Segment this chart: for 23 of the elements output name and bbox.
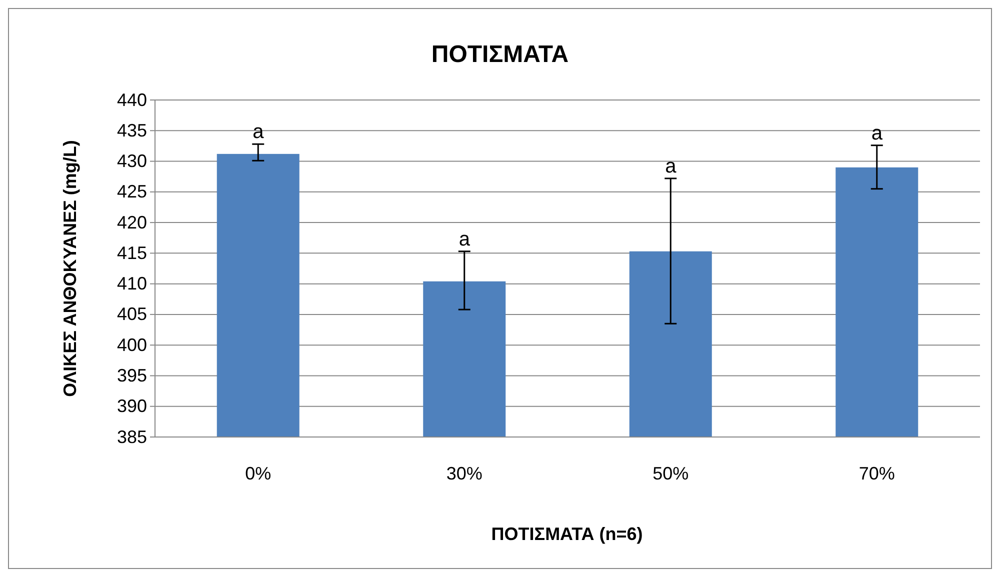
y-tick-label: 405	[116, 304, 147, 324]
annotation: a	[871, 122, 884, 144]
annotation: a	[252, 121, 265, 144]
y-tick-label: 430	[116, 151, 147, 172]
y-tick-label: 440	[116, 90, 147, 110]
y-tick-label: 400	[116, 334, 147, 355]
y-tick-label: 425	[116, 182, 147, 202]
y-tick-label: 395	[116, 365, 147, 386]
y-tick-label: 415	[116, 242, 147, 263]
y-tick-label: 385	[116, 426, 147, 447]
y-tick-label: 390	[116, 396, 147, 416]
x-tick-label: 0%	[245, 464, 272, 484]
y-tick-label: 435	[116, 120, 147, 140]
annotation: a	[458, 228, 471, 250]
x-tick-label: 50%	[652, 464, 689, 484]
x-tick-label: 30%	[446, 464, 482, 484]
y-tick-label: 410	[116, 274, 147, 294]
annotation: a	[665, 155, 678, 178]
x-tick-label: 70%	[858, 464, 895, 484]
y-tick-label: 420	[116, 212, 147, 232]
x-axis-title: ΠΟΤΙΣΜΑΤΑ (n=6)	[491, 524, 643, 544]
y-axis-title: ΟΛΙΚΕΣ ΑΝΘΟΚΥΑΝΕΣ (mg/L)	[60, 140, 80, 397]
chart-title: ΠΟΤΙΣΜΑΤΑ	[431, 41, 569, 68]
